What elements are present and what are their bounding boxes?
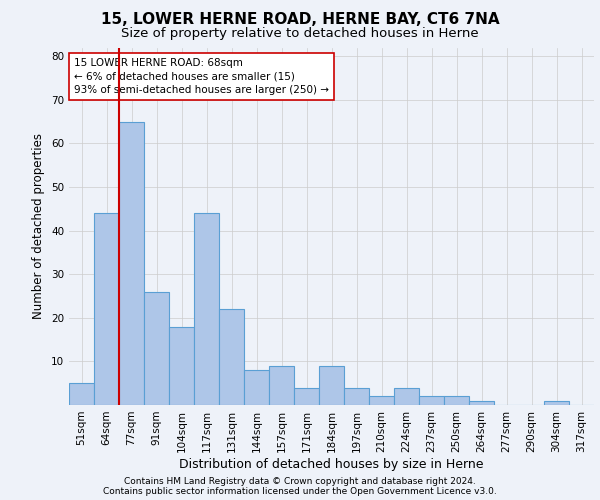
Y-axis label: Number of detached properties: Number of detached properties: [32, 133, 46, 320]
Bar: [319, 366, 344, 405]
Bar: [394, 388, 419, 405]
Bar: [294, 388, 319, 405]
Bar: [219, 309, 244, 405]
Bar: [119, 122, 144, 405]
Bar: [469, 400, 494, 405]
Bar: [144, 292, 169, 405]
Bar: [544, 400, 569, 405]
Text: Size of property relative to detached houses in Herne: Size of property relative to detached ho…: [121, 28, 479, 40]
Bar: [194, 213, 219, 405]
Text: Contains public sector information licensed under the Open Government Licence v3: Contains public sector information licen…: [103, 487, 497, 496]
Text: 15 LOWER HERNE ROAD: 68sqm
← 6% of detached houses are smaller (15)
93% of semi-: 15 LOWER HERNE ROAD: 68sqm ← 6% of detac…: [74, 58, 329, 94]
Bar: [69, 383, 94, 405]
Bar: [269, 366, 294, 405]
X-axis label: Distribution of detached houses by size in Herne: Distribution of detached houses by size …: [179, 458, 484, 470]
Bar: [244, 370, 269, 405]
Bar: [369, 396, 394, 405]
Text: 15, LOWER HERNE ROAD, HERNE BAY, CT6 7NA: 15, LOWER HERNE ROAD, HERNE BAY, CT6 7NA: [101, 12, 499, 28]
Bar: [419, 396, 444, 405]
Bar: [169, 326, 194, 405]
Bar: [94, 213, 119, 405]
Text: Contains HM Land Registry data © Crown copyright and database right 2024.: Contains HM Land Registry data © Crown c…: [124, 477, 476, 486]
Bar: [344, 388, 369, 405]
Bar: [444, 396, 469, 405]
